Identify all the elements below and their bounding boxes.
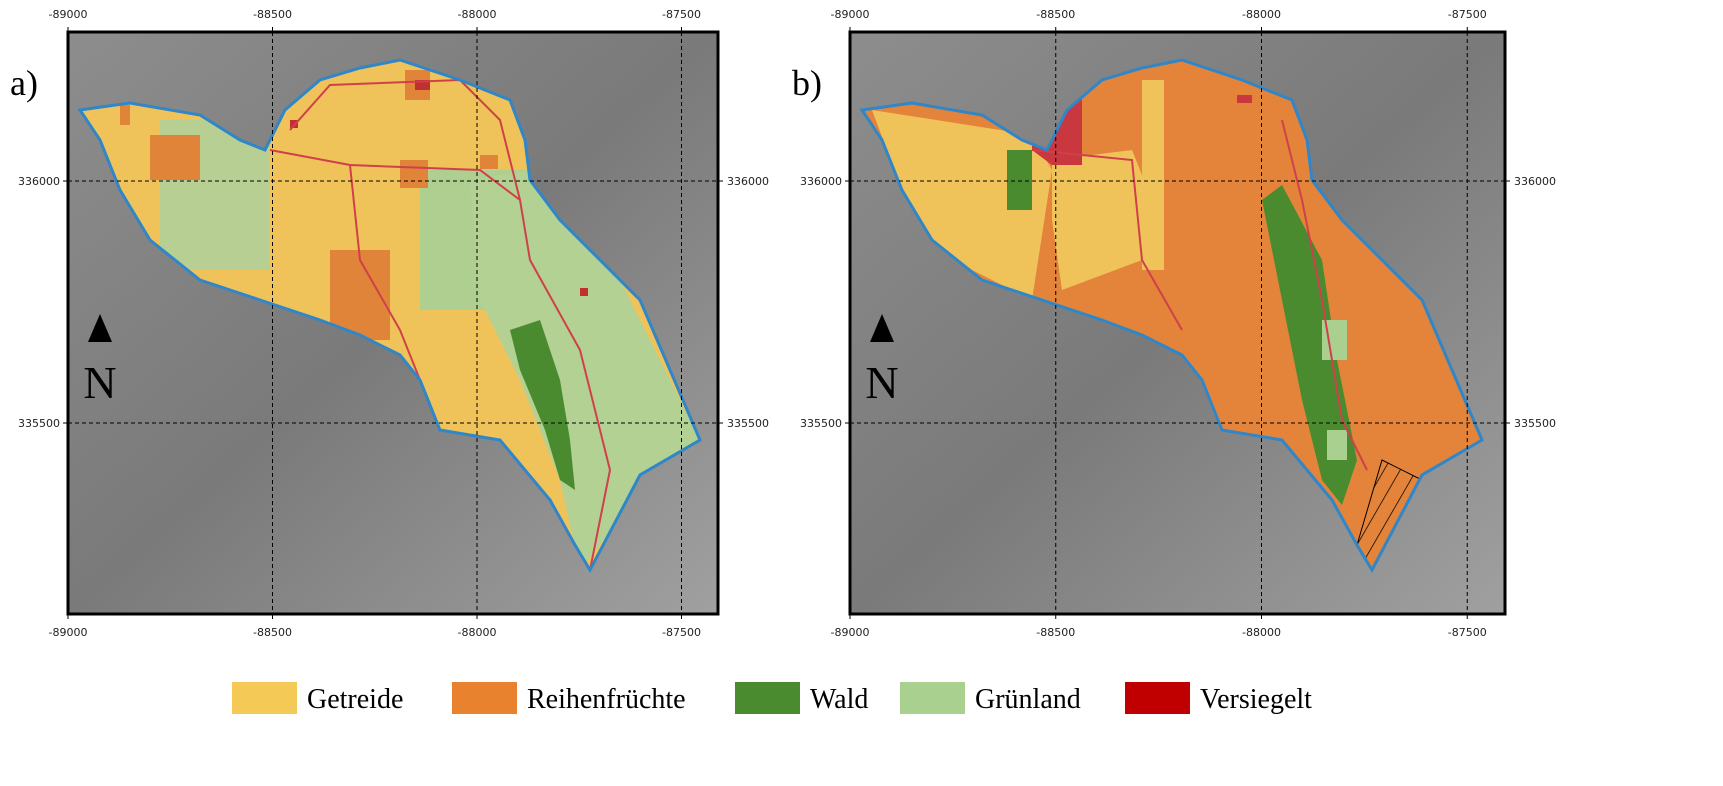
map-frame [848,30,1507,616]
north-label: N [83,357,116,408]
legend-swatch [1125,682,1190,714]
y-tick-label: 336000 [18,175,60,188]
legend-swatch [735,682,800,714]
y-tick-label: 335500 [1514,417,1556,430]
x-tick-label: -87500 [662,8,701,21]
legend-label: Wald [810,684,868,715]
y-tick-label: 335500 [18,417,60,430]
legend-swatch [452,682,517,714]
x-tick-label: -87500 [1448,8,1487,21]
y-tick-label: 335500 [800,417,842,430]
y-tick-label: 336000 [800,175,842,188]
north-label: N [865,357,898,408]
map-frame [66,30,720,616]
x-tick-label: -89000 [831,8,870,21]
x-tick-label: -88500 [253,8,292,21]
y-tick-label: 336000 [727,175,769,188]
x-tick-label: -88000 [1242,626,1281,639]
y-tick-label: 336000 [1514,175,1556,188]
x-tick-label: -88000 [458,626,497,639]
x-tick-label: -87500 [1448,626,1487,639]
x-tick-label: -87500 [662,626,701,639]
legend-swatch [900,682,965,714]
map-panel: -89000 -89000 -88500 -88500 -88000 -88000 -875… [792,8,1556,639]
panel-label: b) [792,63,822,103]
legend-label: Grünland [975,684,1081,715]
north-arrow [870,314,894,342]
y-tick-label: 335500 [727,417,769,430]
legend-swatch [232,682,297,714]
north-arrow [88,314,112,342]
legend-label: Versiegelt [1200,684,1312,715]
x-tick-label: -88500 [1036,626,1075,639]
legend-label: Getreide [307,684,403,715]
x-tick-label: -88500 [1036,8,1075,21]
x-tick-label: -88000 [458,8,497,21]
x-tick-label: -89000 [831,626,870,639]
panel-label: a) [10,63,38,103]
map-panel: -89000 -89000 -88500 -88500 -88000 -88000 -875… [10,8,769,639]
x-tick-label: -88500 [253,626,292,639]
x-tick-label: -89000 [49,626,88,639]
legend-label: Reihenfrüchte [527,684,686,715]
x-tick-label: -89000 [49,8,88,21]
x-tick-label: -88000 [1242,8,1281,21]
